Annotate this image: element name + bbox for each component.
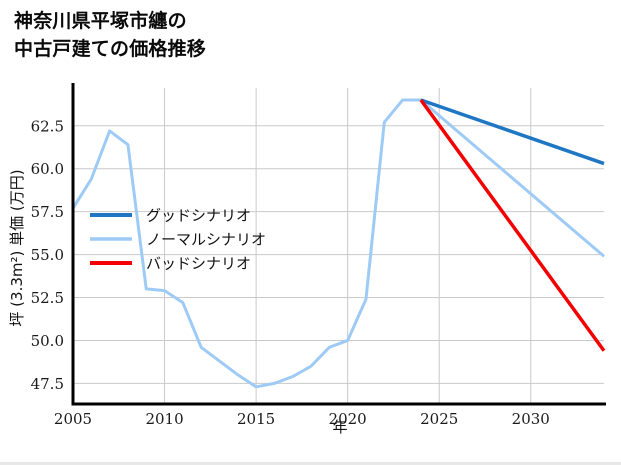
y-axis-title: 坪 (3.3m²) 単価 (万円) [8,169,26,326]
chart-title: 神奈川県平塚市纏の 中古戸建ての価格推移 [14,11,207,60]
x-tick-label: 2015 [237,410,275,428]
y-tick-label: 50.0 [31,332,64,350]
y-gridlines [73,125,604,384]
series-line-bad [419,98,606,352]
y-tick-label: 52.5 [31,289,64,307]
legend-label-good: グッドシナリオ [146,207,251,225]
x-tick-labels: 2005 2010 2015 2020 2025 2030 [54,410,550,428]
x-tick-label: 2005 [54,410,92,428]
series-line-normal [71,98,605,389]
y-tick-label: 55.0 [31,246,64,264]
series-line-good [420,98,605,166]
legend-label-bad: バッドシナリオ [146,255,251,273]
x-tick-label: 2020 [329,410,367,428]
y-tick-label: 57.5 [31,203,64,221]
y-tick-label: 60.0 [31,160,64,178]
x-tick-label: 2025 [420,410,458,428]
x-tick-label: 2010 [145,410,183,428]
y-tick-label: 47.5 [31,375,64,393]
axis-spine [71,83,606,406]
y-tick-label: 62.5 [31,117,64,135]
axis-spines [71,83,606,406]
x-axis-title: 年 [332,418,347,436]
data-series-group [71,98,606,389]
legend-label-normal: ノーマルシナリオ [146,231,266,249]
x-tick-label: 2030 [512,410,550,428]
y-tick-labels: 47.5 50.0 52.5 55.0 57.5 60.0 62.5 [31,117,64,393]
